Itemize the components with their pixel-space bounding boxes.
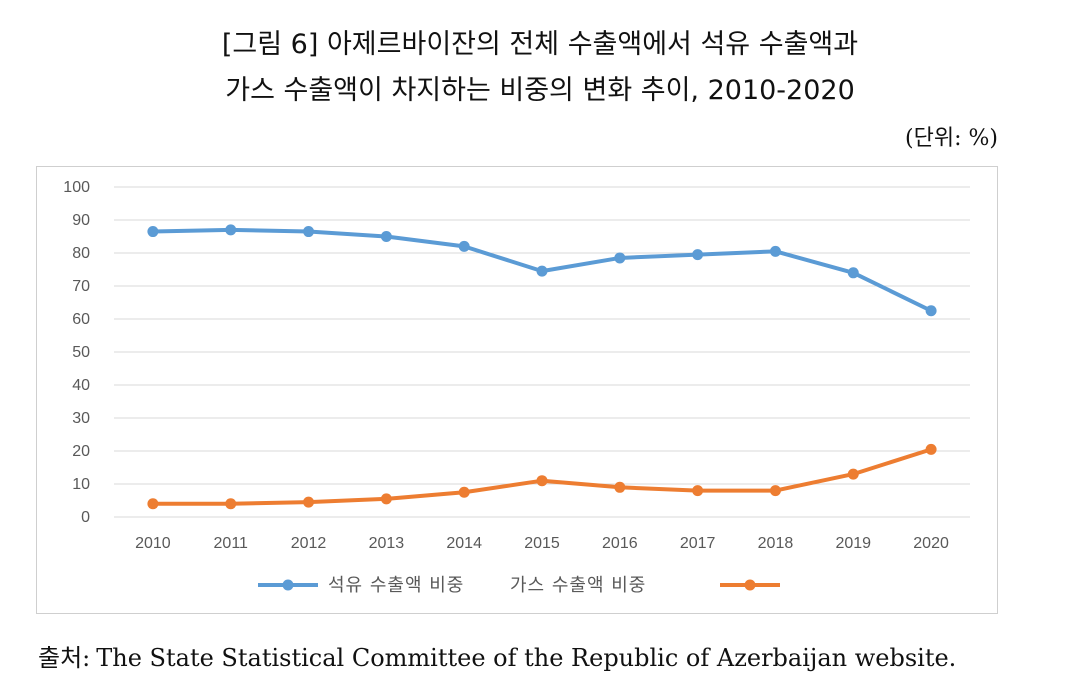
- chart-title-line-2: 가스 수출액이 차지하는 비중의 변화 추이, 2010-2020: [225, 75, 855, 106]
- data-point: [536, 265, 548, 277]
- legend-marker-series-2: [744, 579, 756, 591]
- y-tick-label: 20: [72, 443, 90, 460]
- y-tick-label: 70: [72, 278, 90, 295]
- y-tick-label: 50: [72, 344, 90, 361]
- legend-label-series-1: 석유 수출액 비중: [328, 575, 464, 596]
- y-tick-label: 40: [72, 377, 90, 394]
- source-text: The State Statistical Committee of the R…: [96, 644, 957, 672]
- x-tick-label: 2017: [680, 535, 716, 552]
- data-point: [847, 468, 859, 480]
- data-point: [458, 240, 470, 252]
- x-tick-label: 2018: [758, 535, 794, 552]
- x-tick-label: 2011: [214, 535, 249, 552]
- data-point: [769, 245, 781, 257]
- data-point: [380, 231, 392, 242]
- y-tick-label: 80: [72, 245, 90, 262]
- data-point: [303, 226, 315, 238]
- data-point: [925, 305, 937, 317]
- line-chart: 0 10 20 30 40 50 60 70 80 90 100 2010 2011 2012 2013 2…: [63, 179, 970, 596]
- data-point: [147, 226, 159, 238]
- data-point: [458, 486, 470, 498]
- chart-title-line-1: [그림 6] 아제르바이잔의 전체 수출액에서 석유 수출액과: [221, 29, 859, 60]
- data-point: [692, 485, 704, 497]
- y-tick-label: 90: [72, 212, 90, 229]
- unit-label: (단위: %): [905, 126, 998, 151]
- y-tick-label: 0: [81, 509, 90, 526]
- x-tick-label: 2015: [524, 535, 560, 552]
- y-tick-label: 10: [72, 476, 90, 493]
- data-point: [925, 443, 937, 455]
- x-tick-label: 2012: [291, 535, 327, 552]
- data-point: [225, 498, 237, 510]
- y-tick-label: 100: [63, 179, 90, 196]
- data-point: [303, 496, 315, 508]
- source-label: 출처:: [38, 644, 91, 672]
- y-tick-label: 30: [72, 410, 90, 427]
- x-tick-label: 2019: [835, 535, 871, 552]
- data-point: [614, 252, 626, 264]
- x-tick-label: 2020: [913, 535, 949, 552]
- data-point: [769, 485, 781, 497]
- x-tick-label: 2013: [369, 535, 405, 552]
- y-tick-label: 60: [72, 311, 90, 328]
- legend-marker-series-1: [282, 579, 294, 591]
- data-point: [380, 493, 392, 505]
- legend-label-series-2: 가스 수출액 비중: [510, 575, 646, 596]
- data-point: [614, 481, 626, 493]
- x-tick-label: 2010: [135, 535, 171, 552]
- x-tick-label: 2016: [602, 535, 638, 552]
- data-point: [225, 224, 237, 236]
- data-point: [847, 267, 859, 279]
- source-note: 출처: The State Statistical Committee of th…: [38, 638, 956, 673]
- data-point: [147, 498, 159, 510]
- chart-frame: [36, 166, 998, 614]
- x-tick-label: 2014: [446, 535, 482, 552]
- data-point: [692, 249, 704, 261]
- data-point: [536, 475, 548, 487]
